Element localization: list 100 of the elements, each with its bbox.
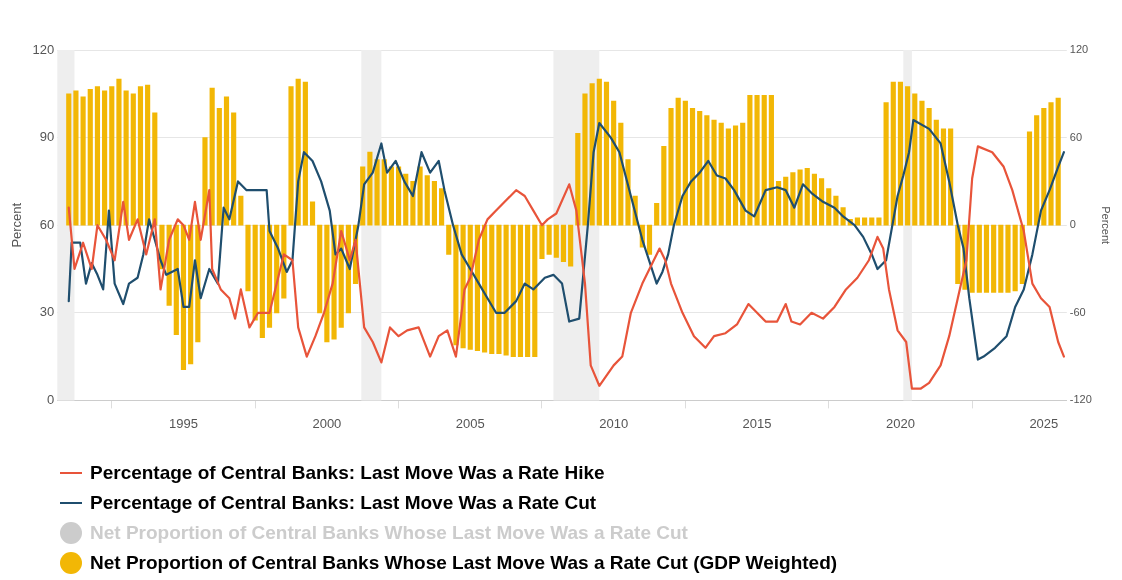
y2-tick-label: -120: [1069, 393, 1092, 406]
bar: [216, 108, 222, 226]
bar: [582, 93, 588, 226]
bar: [697, 110, 703, 226]
bar: [603, 81, 610, 226]
bar: [130, 93, 136, 226]
bar: [439, 188, 445, 226]
bar: [998, 224, 1004, 293]
bar: [87, 89, 93, 226]
bar: [302, 81, 308, 226]
bar: [754, 94, 760, 226]
bar: [704, 115, 710, 226]
bar: [919, 100, 925, 226]
bar: [395, 166, 402, 226]
bar: [381, 159, 387, 226]
bar: [732, 125, 739, 226]
y-tick-label: 0: [47, 391, 55, 407]
bar: [833, 195, 839, 226]
bar: [1048, 102, 1054, 226]
bar: [73, 90, 79, 226]
bar: [976, 224, 982, 293]
bar: [826, 188, 832, 226]
bar: [768, 94, 774, 226]
x-tick-label: 2010: [599, 415, 629, 431]
y-tick-label: 90: [39, 129, 55, 145]
bar: [532, 224, 538, 357]
bar: [489, 224, 495, 355]
bar: [1041, 108, 1047, 226]
bar: [654, 202, 660, 226]
y2-tick-label: -60: [1069, 305, 1086, 318]
bar: [775, 181, 782, 226]
bar: [596, 78, 602, 226]
x-tick-label: 1995: [169, 415, 198, 431]
bar: [718, 122, 724, 226]
bar: [223, 96, 230, 226]
bar: [725, 128, 731, 226]
bar: [568, 224, 574, 267]
bar: [905, 86, 911, 226]
y2-tick-label: 120: [1069, 43, 1089, 56]
legend-label: Percentage of Central Banks: Last Move Was a Rate Hike: [90, 461, 605, 485]
bar: [209, 87, 215, 226]
bar: [854, 217, 861, 226]
bar: [431, 181, 437, 226]
bar: [869, 217, 875, 226]
bar: [553, 224, 559, 258]
x-tick-label: 2005: [455, 415, 485, 431]
bar: [482, 224, 488, 353]
bar: [123, 90, 129, 226]
bar: [503, 224, 509, 356]
bar: [245, 224, 251, 292]
bar: [152, 112, 158, 226]
bar: [955, 224, 961, 284]
bar: [525, 224, 531, 357]
bar: [1026, 131, 1033, 226]
bar: [317, 224, 323, 314]
bar: [668, 108, 674, 226]
bar: [661, 146, 667, 226]
bar: [1034, 115, 1040, 226]
bar: [675, 97, 681, 226]
bar: [991, 224, 997, 293]
bar: [102, 90, 108, 226]
bar: [969, 224, 975, 293]
bar: [811, 173, 817, 226]
bar: [252, 224, 258, 321]
bar: [145, 84, 151, 226]
y-tick-label: 60: [39, 216, 55, 232]
bar: [80, 96, 86, 226]
bar: [933, 119, 939, 226]
bar: [1012, 224, 1018, 292]
bar: [926, 108, 932, 226]
bar: [324, 224, 330, 343]
bar: [560, 224, 567, 263]
bar: [1055, 97, 1061, 226]
bar: [711, 119, 717, 226]
x-tick-label: 2000: [312, 415, 342, 431]
bar: [116, 78, 122, 226]
bar: [288, 86, 294, 226]
bar: [539, 224, 545, 260]
y2-axis-title: Percent: [1100, 206, 1113, 245]
bar: [983, 224, 990, 293]
bar: [517, 224, 524, 357]
bar: [819, 178, 825, 226]
bar: [510, 224, 516, 357]
bar: [740, 122, 746, 226]
bar: [417, 166, 423, 226]
bar: [94, 86, 101, 226]
y-tick-label: 30: [39, 304, 55, 320]
bar: [862, 217, 868, 226]
bar: [646, 224, 653, 255]
bar: [747, 94, 753, 226]
bar: [496, 224, 502, 355]
bar: [259, 224, 265, 338]
bar: [446, 224, 452, 255]
x-tick-label: 2025: [1029, 415, 1059, 431]
bar: [804, 167, 810, 226]
bar: [689, 108, 696, 226]
bar: [367, 151, 373, 226]
bar: [682, 100, 688, 226]
y2-tick-label: 60: [1069, 130, 1083, 143]
bar: [424, 175, 430, 226]
